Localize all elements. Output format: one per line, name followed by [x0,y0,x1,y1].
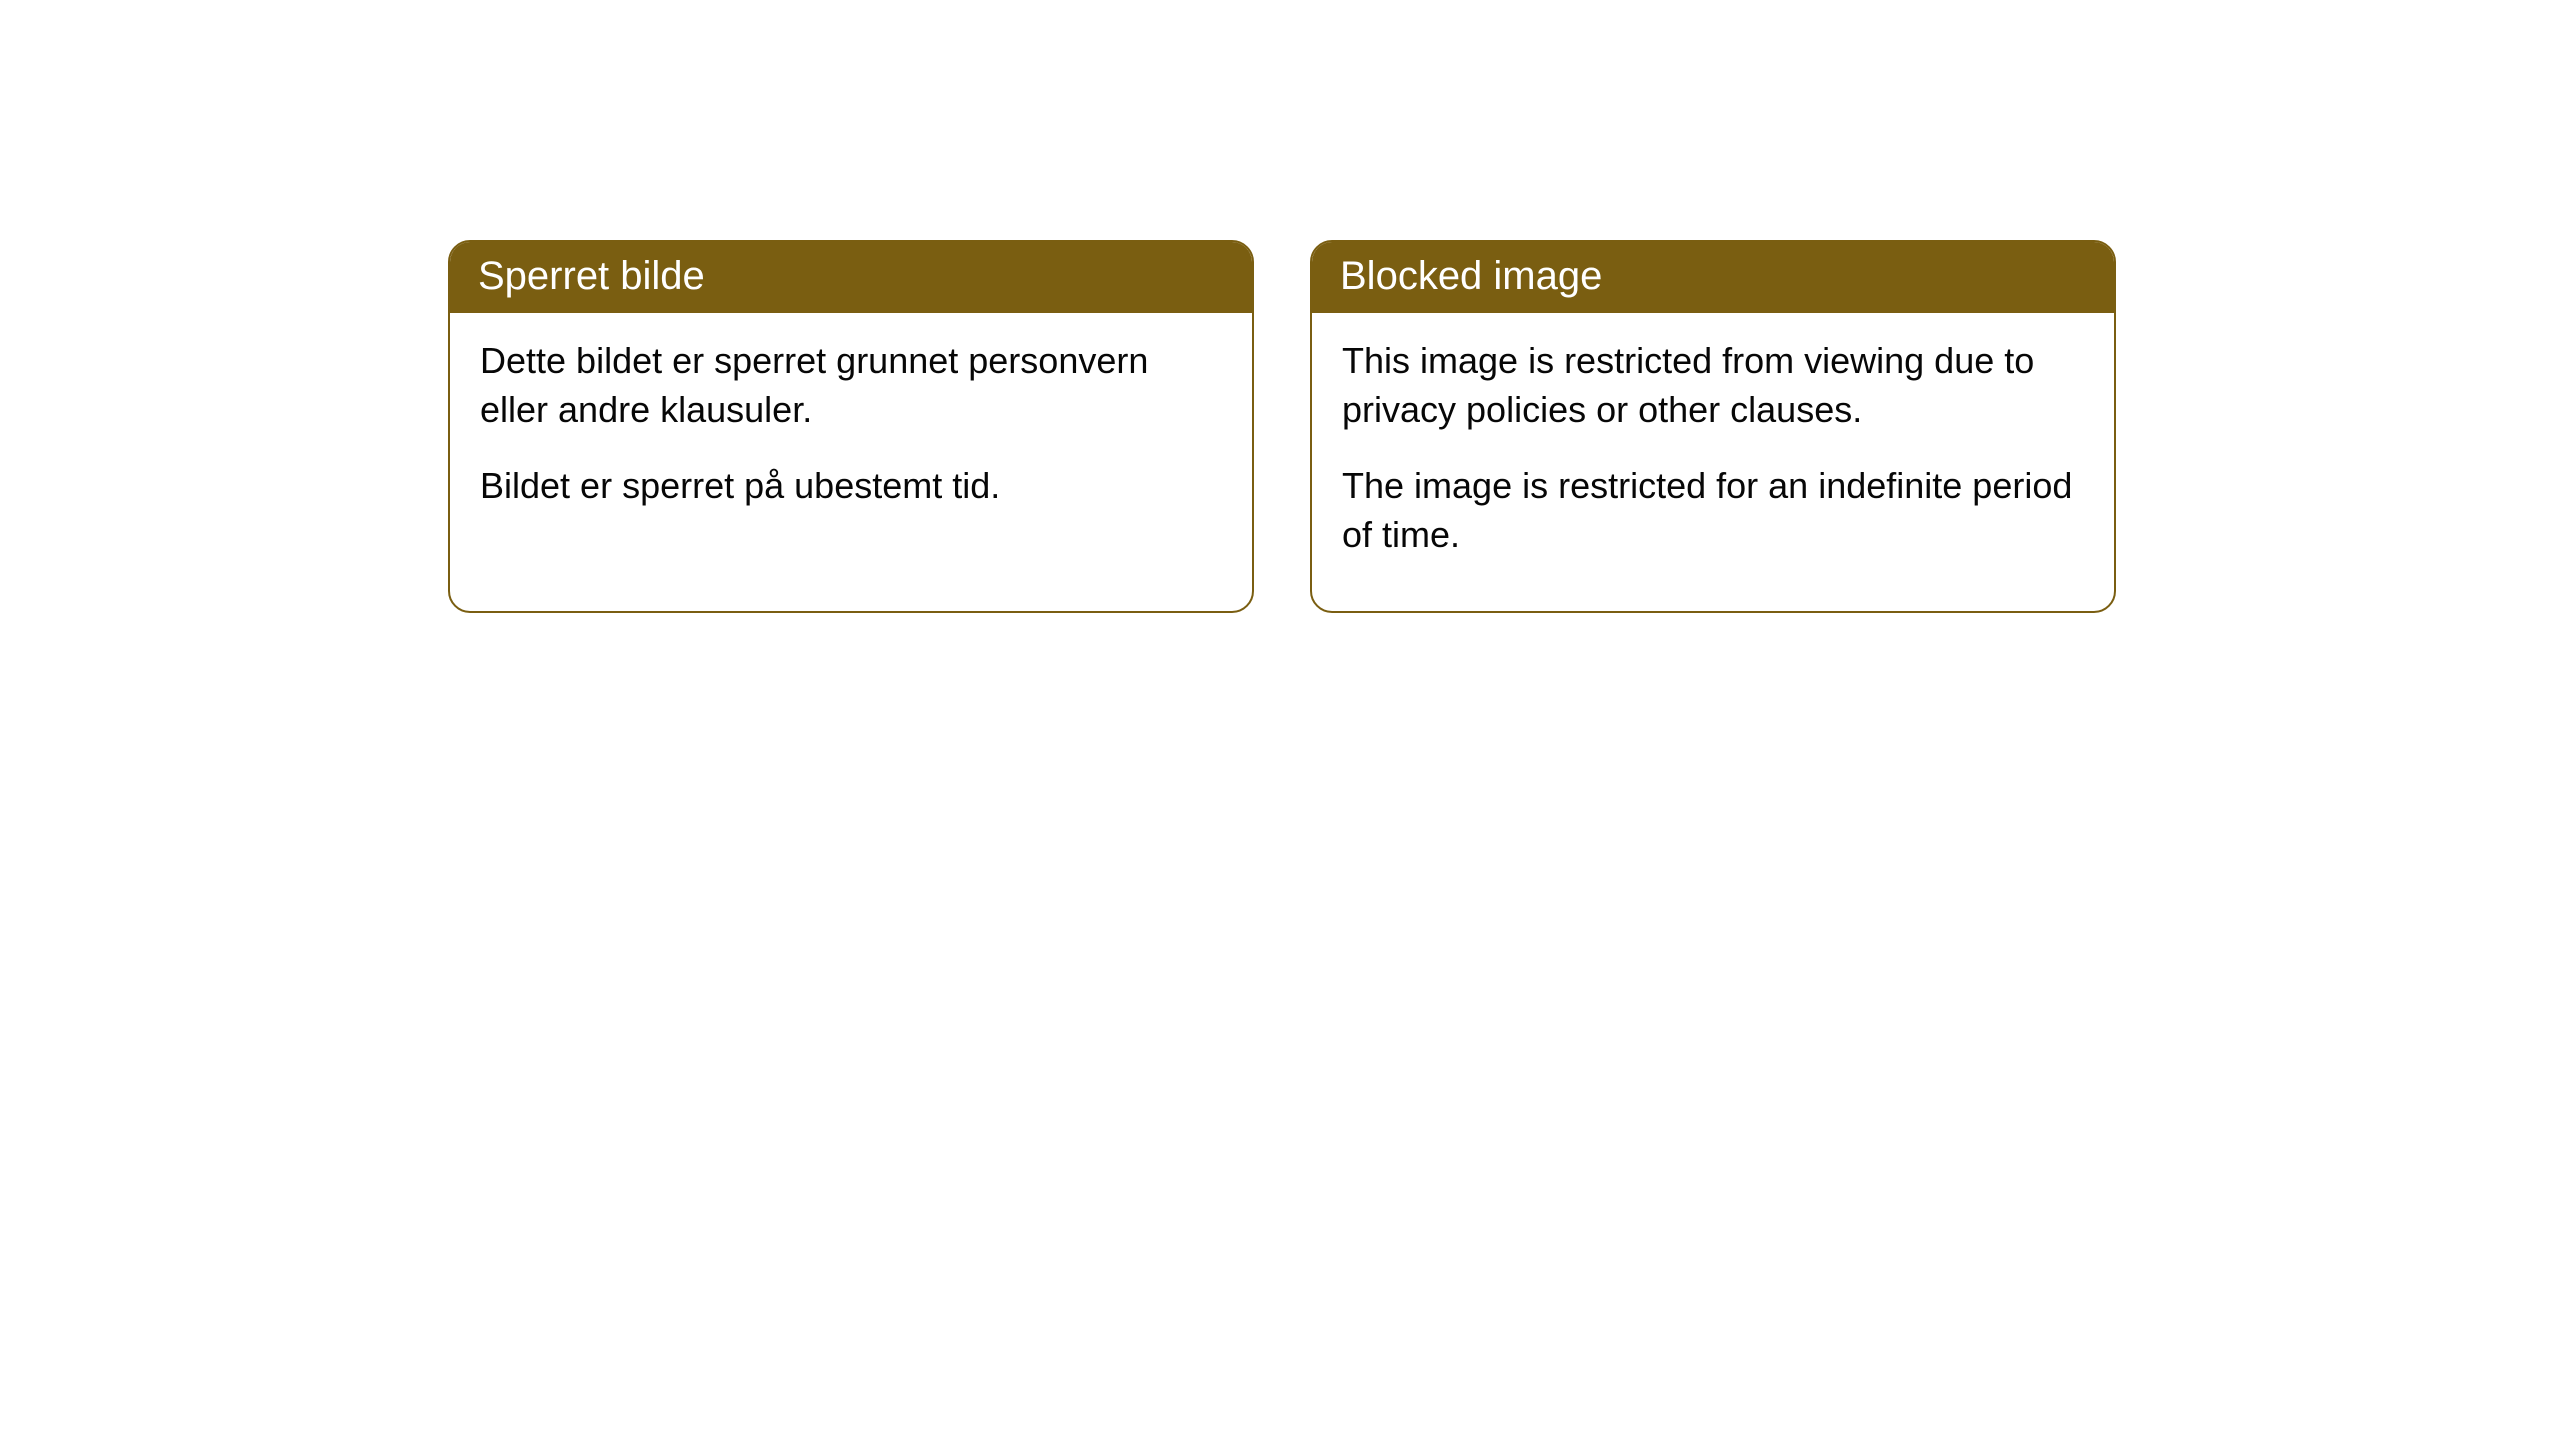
notice-card-english: Blocked image This image is restricted f… [1310,240,2116,613]
card-title: Sperret bilde [478,254,705,298]
card-body-line1: Dette bildet er sperret grunnet personve… [480,337,1222,434]
notice-card-container: Sperret bilde Dette bildet er sperret gr… [448,240,2116,613]
card-body: This image is restricted from viewing du… [1312,313,2114,611]
notice-card-norwegian: Sperret bilde Dette bildet er sperret gr… [448,240,1254,613]
card-body-line2: The image is restricted for an indefinit… [1342,462,2084,559]
card-header: Sperret bilde [450,242,1252,313]
card-body: Dette bildet er sperret grunnet personve… [450,313,1252,563]
card-body-line1: This image is restricted from viewing du… [1342,337,2084,434]
card-title: Blocked image [1340,254,1602,298]
card-header: Blocked image [1312,242,2114,313]
card-body-line2: Bildet er sperret på ubestemt tid. [480,462,1222,511]
